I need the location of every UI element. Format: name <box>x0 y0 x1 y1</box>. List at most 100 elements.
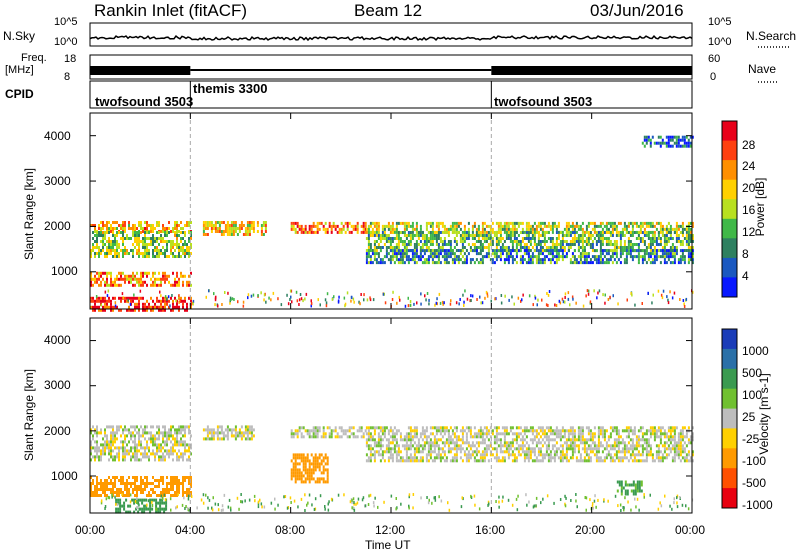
velocity-cell <box>437 429 440 433</box>
velocity-cell <box>533 438 536 442</box>
velocity-cell <box>122 428 124 432</box>
power-cell <box>573 261 576 265</box>
velocity-cell <box>170 488 172 491</box>
velocity-cell <box>140 434 142 438</box>
velocity-cell <box>119 498 122 502</box>
velocity-cell <box>483 453 486 457</box>
power-cell <box>483 230 486 234</box>
velocity-cell <box>513 459 516 463</box>
velocity-cell <box>651 426 654 430</box>
velocity-cell <box>296 474 299 478</box>
velocity-cell <box>513 447 516 451</box>
power-cell <box>116 274 118 278</box>
velocity-cell <box>306 429 309 433</box>
velocity-cell <box>425 429 428 433</box>
velocity-cell <box>120 434 122 438</box>
power-cell <box>497 243 500 246</box>
power-cell <box>459 252 462 256</box>
velocity-cell <box>641 438 644 442</box>
power-cell <box>453 224 456 228</box>
power-cell <box>563 240 566 243</box>
velocity-cell <box>631 438 634 442</box>
power-cell <box>529 258 532 262</box>
power-cell <box>242 304 245 308</box>
power-cell <box>389 230 392 234</box>
velocity-cell <box>143 507 146 511</box>
velocity-cell <box>316 426 319 430</box>
power-cell <box>373 231 376 234</box>
power-cell <box>90 277 92 281</box>
power-cell <box>604 293 606 297</box>
power-cell <box>687 246 690 249</box>
power-cell <box>152 237 154 240</box>
power-cell <box>527 252 530 256</box>
velocity-cell <box>529 426 532 430</box>
power-cell <box>659 230 662 234</box>
velocity-cell <box>631 441 634 445</box>
power-cell <box>553 243 556 246</box>
velocity-cell <box>116 488 118 491</box>
power-cell <box>169 304 171 308</box>
velocity-cell <box>585 453 588 457</box>
power-cell <box>485 237 488 240</box>
power-cell <box>397 243 400 246</box>
power-cell <box>340 227 343 231</box>
freq-tick-top: 18 <box>64 53 77 65</box>
velocity-cell <box>451 459 454 463</box>
velocity-cell <box>409 426 412 430</box>
power-cell <box>150 227 152 230</box>
power-cell <box>140 283 142 287</box>
velocity-cell <box>242 431 245 435</box>
velocity-cell <box>168 455 170 459</box>
power-cell <box>148 252 150 255</box>
power-cell <box>519 255 522 259</box>
power-cell <box>443 243 446 246</box>
velocity-cell <box>114 458 116 462</box>
velocity-cell <box>128 428 130 432</box>
velocity-cell <box>573 441 576 445</box>
velocity-cell <box>148 437 150 441</box>
power-cell <box>673 246 676 249</box>
velocity-cell <box>290 474 293 478</box>
power-cell <box>527 246 530 249</box>
velocity-cell <box>491 447 494 451</box>
velocity-cell <box>340 435 343 439</box>
power-cell <box>669 249 672 253</box>
velocity-cell <box>138 437 140 441</box>
power-cell <box>250 294 253 298</box>
velocity-cell <box>629 444 632 448</box>
velocity-cell <box>248 431 251 435</box>
power-cell <box>399 298 401 302</box>
power-cell <box>110 227 112 230</box>
power-cell <box>623 227 626 231</box>
power-cell <box>385 255 388 259</box>
velocity-cell <box>136 431 138 435</box>
power-cell <box>429 249 432 252</box>
power-cell <box>435 249 438 252</box>
power-cell <box>607 261 610 265</box>
velocity-cell <box>94 488 96 491</box>
velocity-cell <box>465 426 468 430</box>
power-cell <box>152 243 154 246</box>
velocity-cell <box>625 435 628 439</box>
velocity-cell <box>627 441 630 445</box>
power-cell <box>138 240 140 243</box>
velocity-cell <box>152 425 154 429</box>
nsky-tick-top: 10^5 <box>54 16 78 28</box>
power-cell <box>589 237 592 240</box>
power-cell <box>108 231 110 234</box>
velocity-cell <box>413 456 416 460</box>
velocity-cell <box>503 456 506 460</box>
power-cell <box>304 230 307 234</box>
power-cell <box>561 240 564 243</box>
velocity-cell <box>151 498 154 502</box>
velocity-cell <box>391 456 394 460</box>
power-cell <box>673 227 676 231</box>
power-cell <box>280 303 283 307</box>
velocity-cell <box>128 452 130 456</box>
power-cell <box>435 255 438 259</box>
power-cell <box>389 237 392 240</box>
velocity-cell <box>559 432 562 436</box>
power-cell <box>677 141 680 145</box>
velocity-cell <box>413 459 416 463</box>
